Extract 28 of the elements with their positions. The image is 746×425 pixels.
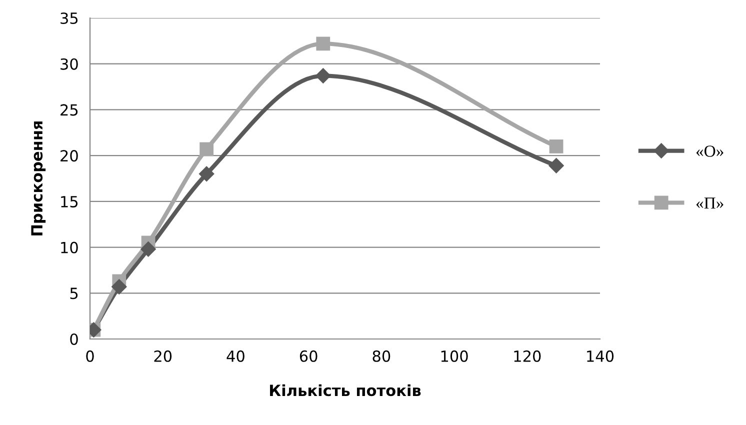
legend-label: «П»: [696, 198, 724, 208]
legend-label: «О»: [696, 146, 724, 157]
point: [199, 166, 214, 182]
y-tick-label: 35: [60, 12, 78, 24]
y-tick-label: 0: [70, 333, 78, 346]
x-tick-label: 80: [372, 350, 390, 362]
x-tick-label: 0: [86, 350, 94, 362]
point: [140, 242, 156, 257]
x-tick-label: 100: [441, 350, 468, 362]
y-tick-label: 30: [60, 58, 78, 70]
point: [549, 139, 564, 154]
y-tick-label: 20: [60, 150, 78, 162]
x-tick-label: 120: [514, 350, 541, 362]
y-axis-title: Прискорення: [31, 121, 46, 236]
x-axis-title: Кількість потоків: [270, 384, 421, 396]
x-tick-label: 140: [587, 350, 614, 362]
point: [316, 36, 330, 51]
point: [112, 279, 127, 294]
point: [316, 68, 331, 84]
x-tick-label: 40: [226, 350, 244, 362]
x-tick-label: 60: [300, 350, 318, 362]
point: [548, 158, 564, 174]
y-tick-label: 10: [61, 242, 78, 254]
x-tick-label: 20: [154, 350, 172, 362]
y-tick-label: 5: [70, 288, 78, 300]
y-tick-label: 15: [61, 196, 78, 208]
y-tick-label: 25: [60, 104, 78, 116]
point: [200, 142, 214, 156]
